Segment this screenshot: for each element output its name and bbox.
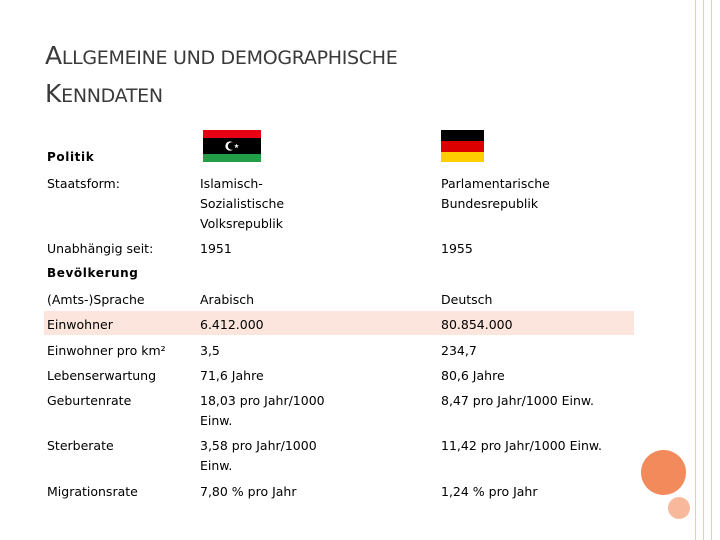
row-label-sterberate: Sterberate	[47, 438, 114, 453]
page-title: ALLGEMEINE UND DEMOGRAPHISCHE KENNDATEN	[45, 41, 398, 108]
decorative-border-line	[695, 0, 696, 540]
cell-libya-lebenserwartung: 71,6 Jahre	[200, 368, 264, 383]
cell-libya-migrationsrate: 7,80 % pro Jahr	[200, 484, 297, 499]
cell-germany-lebenserwartung: 80,6 Jahre	[441, 368, 505, 383]
row-label-geburtenrate: Geburtenrate	[47, 393, 132, 408]
row-label-lebenserwartung: Lebenserwartung	[47, 368, 157, 383]
row-label-unabhaengig: Unabhängig seit:	[47, 241, 154, 256]
cell-germany-sterberate: 11,42 pro Jahr/1000 Einw.	[441, 438, 602, 453]
decorative-circle	[641, 450, 686, 495]
row-label-migrationsrate: Migrationsrate	[47, 484, 138, 499]
row-label-einwohner: Einwohner	[47, 317, 113, 332]
cell-germany-einwohner-km: 234,7	[441, 343, 477, 358]
cell-germany-einwohner: 80.854.000	[441, 317, 513, 332]
decorative-circle	[668, 497, 690, 519]
cell-germany-sprache: Deutsch	[441, 292, 493, 307]
row-label-einwohner-km: Einwohner pro km²	[47, 343, 166, 358]
cell-germany-staatsform: Parlamentarische Bundesrepublik	[441, 176, 550, 211]
cell-germany-unabhaengig: 1955	[441, 241, 473, 256]
cell-libya-sterberate: 3,58 pro Jahr/1000 Einw.	[200, 438, 317, 473]
cell-libya-staatsform: Islamisch- Sozialistische Volksrepublik	[200, 176, 285, 231]
germany-flag-icon	[441, 130, 484, 162]
row-label-sprache: (Amts-)Sprache	[47, 292, 145, 307]
section-heading-politik: Politik	[47, 150, 95, 164]
cell-libya-unabhaengig: 1951	[200, 241, 232, 256]
cell-libya-geburtenrate: 18,03 pro Jahr/1000 Einw.	[200, 393, 325, 428]
libya-flag-icon	[203, 130, 261, 162]
decorative-border-line	[703, 0, 704, 540]
row-label-staatsform: Staatsform:	[47, 176, 120, 191]
decorative-border-line	[711, 0, 712, 540]
cell-germany-geburtenrate: 8,47 pro Jahr/1000 Einw.	[441, 393, 594, 408]
cell-libya-einwohner: 6.412.000	[200, 317, 264, 332]
cell-libya-einwohner-km: 3,5	[200, 343, 220, 358]
cell-germany-migrationsrate: 1,24 % pro Jahr	[441, 484, 538, 499]
cell-libya-sprache: Arabisch	[200, 292, 255, 307]
section-heading-bevoelkerung: Bevölkerung	[47, 266, 139, 280]
table-row-highlight	[44, 311, 634, 335]
